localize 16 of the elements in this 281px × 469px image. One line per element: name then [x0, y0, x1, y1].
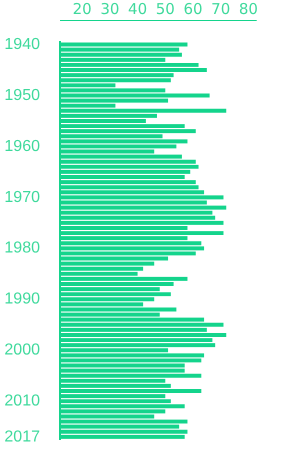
- y-tick-label: 1970: [4, 188, 40, 206]
- x-tick-label: 30: [100, 0, 120, 18]
- y-tick-label: 1990: [4, 290, 40, 308]
- y-tick-label: 1960: [4, 138, 40, 155]
- x-tick-label: 20: [72, 0, 92, 18]
- y-tick-label: 1940: [4, 36, 40, 53]
- x-tick-label: 60: [183, 0, 203, 18]
- y-tick-label: 2017: [4, 428, 40, 446]
- y-tick-label: 1950: [4, 86, 40, 104]
- y-tick-label: 2000: [4, 342, 40, 359]
- x-tick-label: 40: [128, 0, 148, 18]
- x-tick-label: 50: [156, 0, 175, 18]
- y-tick-label: 1980: [4, 240, 40, 257]
- x-tick-label: 80: [238, 0, 258, 18]
- x-tick-label: 70: [211, 0, 230, 18]
- y-tick-label: 2010: [4, 392, 40, 410]
